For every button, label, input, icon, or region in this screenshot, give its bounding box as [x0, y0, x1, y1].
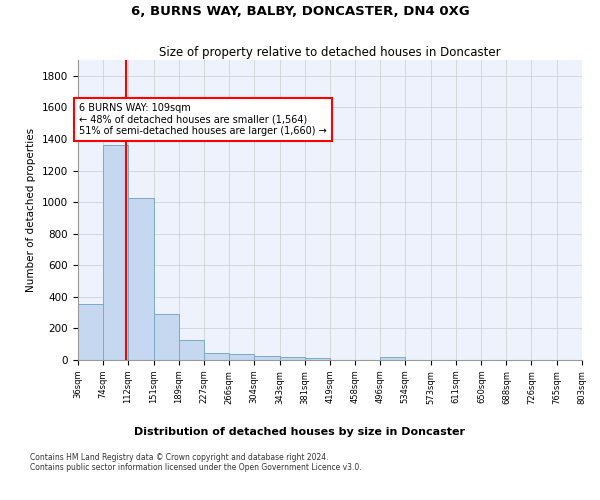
Text: Distribution of detached houses by size in Doncaster: Distribution of detached houses by size … — [134, 427, 466, 437]
Text: 6, BURNS WAY, BALBY, DONCASTER, DN4 0XG: 6, BURNS WAY, BALBY, DONCASTER, DN4 0XG — [131, 5, 469, 18]
Bar — [229, 354, 254, 360]
Text: Contains HM Land Registry data © Crown copyright and database right 2024.
Contai: Contains HM Land Registry data © Crown c… — [30, 452, 362, 472]
Bar — [128, 198, 154, 360]
Text: 6 BURNS WAY: 109sqm
← 48% of detached houses are smaller (1,564)
51% of semi-det: 6 BURNS WAY: 109sqm ← 48% of detached ho… — [79, 102, 327, 136]
Bar — [380, 357, 405, 360]
Bar — [179, 340, 203, 360]
Y-axis label: Number of detached properties: Number of detached properties — [26, 128, 37, 292]
Bar — [254, 356, 280, 360]
Title: Size of property relative to detached houses in Doncaster: Size of property relative to detached ho… — [159, 46, 501, 59]
Bar — [78, 304, 103, 360]
Bar — [154, 314, 179, 360]
Bar — [203, 354, 229, 360]
Bar — [103, 146, 128, 360]
Bar — [280, 357, 305, 360]
Bar — [305, 358, 329, 360]
